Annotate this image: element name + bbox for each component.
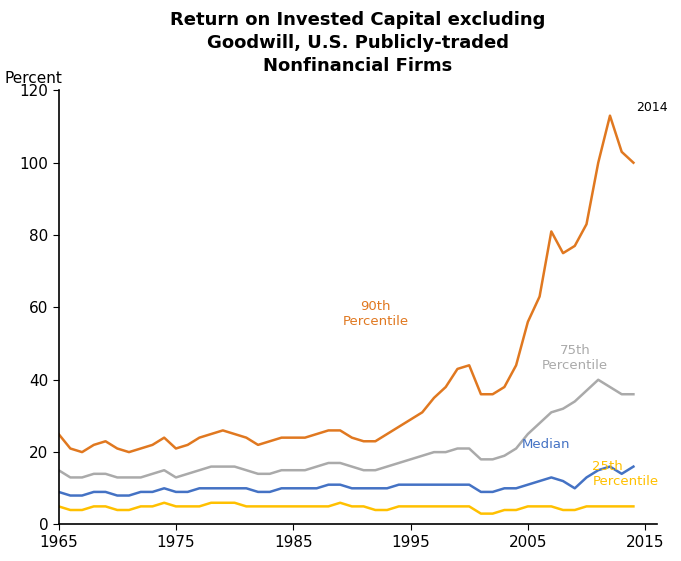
Text: 75th
Percentile: 75th Percentile <box>541 343 608 371</box>
Title: Return on Invested Capital excluding
Goodwill, U.S. Publicly-traded
Nonfinancial: Return on Invested Capital excluding Goo… <box>170 11 545 75</box>
Text: 90th
Percentile: 90th Percentile <box>343 300 409 328</box>
Text: Percent: Percent <box>5 71 63 86</box>
Text: Median: Median <box>522 438 571 452</box>
Text: 2014: 2014 <box>636 101 667 114</box>
Text: 25th
Percentile: 25th Percentile <box>592 460 659 488</box>
